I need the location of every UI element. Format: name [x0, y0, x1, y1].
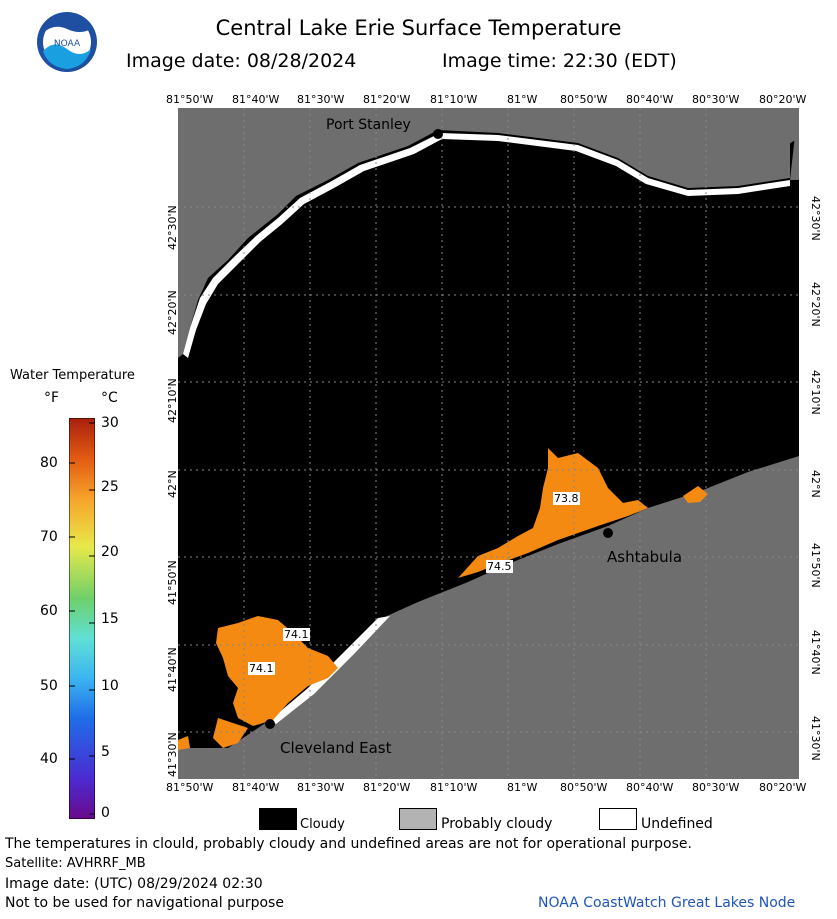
north-land	[178, 108, 799, 358]
legend-swatch-cloudy	[259, 808, 297, 830]
lon-label-bottom: 80°40'W	[626, 781, 674, 794]
lat-label-right: 42°N	[809, 470, 822, 498]
lat-label-right: 41°50'N	[809, 543, 822, 588]
port-stanley-marker	[433, 129, 443, 139]
satellite-info: Satellite: AVHRRF_MB	[5, 856, 146, 871]
color-scale-bar	[68, 417, 96, 823]
temperature-label: 73.8	[553, 492, 580, 505]
temperature-label: 74.1	[248, 662, 275, 675]
lat-label-right: 41°40'N	[809, 630, 822, 675]
lon-label-bottom: 81°W	[507, 781, 538, 794]
image-time: Image time: 22:30 (EDT)	[442, 50, 677, 72]
lon-label-top: 80°50'W	[560, 93, 608, 106]
disclaimer-note: The temperatures in clould, probably clo…	[5, 836, 692, 852]
lon-label-top: 81°30'W	[297, 93, 345, 106]
temperature-label: 74.1	[283, 628, 310, 641]
scale-c-tick: 15	[101, 611, 119, 627]
water-temperature-patches	[178, 448, 708, 750]
scale-c-tick: 20	[101, 544, 119, 560]
temperature-label: 74.5	[486, 560, 513, 573]
cleveland-east-label: Cleveland East	[280, 739, 392, 757]
lon-label-top: 81°10'W	[430, 93, 478, 106]
legend-swatch-probably-cloudy	[399, 808, 437, 830]
graticule	[178, 108, 799, 779]
lon-label-top: 80°30'W	[692, 93, 740, 106]
scale-c-tick: 0	[101, 805, 110, 821]
lon-label-bottom: 80°50'W	[560, 781, 608, 794]
lon-label-top: 80°20'W	[759, 93, 807, 106]
lon-label-top: 81°40'W	[232, 93, 280, 106]
scale-f-tick: 60	[40, 603, 58, 619]
scale-c-tick: 10	[101, 678, 119, 694]
scale-title: Water Temperature	[10, 368, 135, 383]
scale-unit-c: °C	[101, 390, 118, 406]
legend-label-cloudy: Cloudy	[300, 817, 345, 832]
lon-label-bottom: 81°20'W	[363, 781, 411, 794]
logo-text: NOAA	[54, 39, 81, 49]
map-panel	[178, 108, 799, 783]
image-date-utc: Image date: (UTC) 08/29/2024 02:30	[5, 876, 263, 892]
lon-label-bottom: 81°10'W	[430, 781, 478, 794]
lon-label-bottom: 81°40'W	[232, 781, 280, 794]
scale-f-tick: 80	[40, 455, 58, 471]
lon-label-top: 80°40'W	[626, 93, 674, 106]
lon-label-top: 81°50'W	[166, 93, 214, 106]
lat-label-right: 41°30'N	[809, 716, 822, 761]
lon-label-bottom: 81°50'W	[166, 781, 214, 794]
scale-f-tick: 50	[40, 678, 58, 694]
legend-label-undefined: Undefined	[641, 816, 713, 832]
south-land	[178, 456, 799, 779]
ashtabula-marker	[603, 528, 613, 538]
port-stanley-label: Port Stanley	[326, 117, 411, 133]
lon-label-bottom: 81°30'W	[297, 781, 345, 794]
lon-label-top: 81°20'W	[363, 93, 411, 106]
scale-c-tick: 5	[101, 744, 110, 760]
lake-erie-map	[178, 108, 799, 779]
lat-label-right: 42°10'N	[809, 370, 822, 415]
scale-c-tick: 30	[101, 415, 119, 431]
lat-label-right: 42°20'N	[809, 282, 822, 327]
scale-c-tick: 25	[101, 479, 119, 495]
north-land-edge	[790, 108, 799, 180]
legend-swatch-undefined	[599, 808, 637, 830]
legend-label-probably-cloudy: Probably cloudy	[441, 816, 553, 832]
scale-f-tick: 70	[40, 529, 58, 545]
scale-unit-f: °F	[44, 390, 60, 406]
navigation-warning: Not to be used for navigational purpose	[5, 895, 284, 911]
credit-line: NOAA CoastWatch Great Lakes Node	[538, 895, 796, 911]
ashtabula-label: Ashtabula	[607, 548, 683, 566]
lon-label-bottom: 80°20'W	[759, 781, 807, 794]
lon-label-bottom: 80°30'W	[692, 781, 740, 794]
page-title: Central Lake Erie Surface Temperature	[215, 16, 622, 40]
lon-label-top: 81°W	[507, 93, 538, 106]
image-date: Image date: 08/28/2024	[126, 50, 357, 72]
cleveland-east-marker	[265, 719, 275, 729]
scale-f-tick: 40	[40, 751, 58, 767]
noaa-logo: NOAA	[36, 11, 98, 77]
lat-label-right: 42°30'N	[809, 196, 822, 241]
